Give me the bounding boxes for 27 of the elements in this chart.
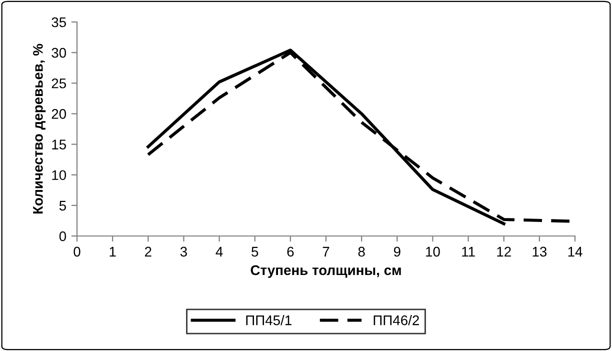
y-tick-label: 25 (52, 78, 66, 88)
y-axis-title: Количество деревьев, % (33, 44, 46, 214)
x-tick-label: 9 (394, 246, 400, 257)
x-tick-label: 14 (568, 246, 582, 256)
x-tick-label: 0 (74, 246, 80, 257)
x-tick-label: 5 (252, 246, 258, 257)
y-tick-label: 20 (52, 109, 66, 119)
y-tick-label: 35 (52, 17, 66, 28)
x-tick-label: 4 (216, 246, 223, 256)
x-tick-label: 12 (497, 246, 511, 256)
x-tick-label: 10 (426, 246, 440, 257)
x-axis-title: Ступень толщины, см (250, 265, 401, 278)
y-tick-label: 10 (52, 170, 66, 180)
legend-label: ПП45/1 (246, 315, 292, 326)
x-tick-label: 8 (358, 246, 365, 257)
x-tick-label: 6 (287, 246, 294, 257)
y-tick-label: 0 (59, 231, 66, 242)
x-tick-label: 7 (322, 246, 330, 256)
x-tick-label: 13 (532, 246, 547, 257)
x-tick-label: 3 (180, 246, 187, 257)
x-tick-label: 11 (462, 246, 475, 256)
x-tick-label: 2 (144, 246, 152, 256)
x-tick-label: 1 (110, 246, 116, 256)
y-tick-label: 30 (52, 48, 66, 58)
y-tick-label: 5 (59, 200, 66, 211)
legend-label: ПП46/2 (374, 315, 419, 326)
y-tick-label: 15 (52, 140, 66, 150)
